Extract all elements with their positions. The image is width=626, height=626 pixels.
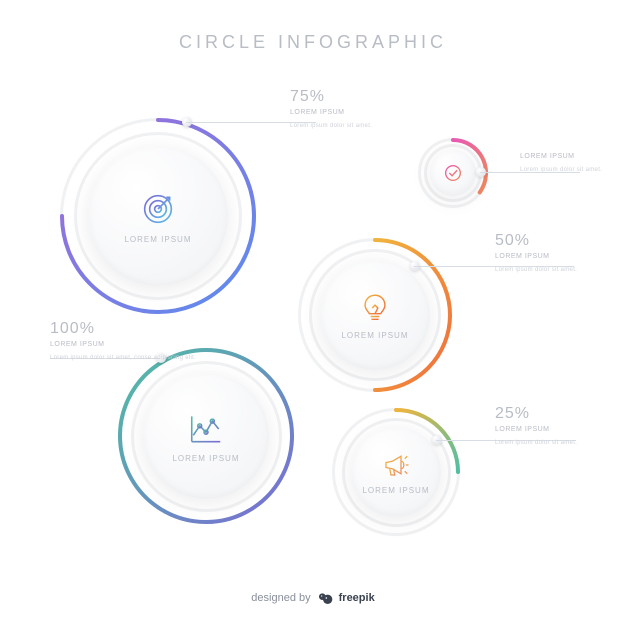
percent-value: 75% (290, 88, 372, 106)
circle-disc (430, 150, 476, 196)
percent-value: 100% (50, 320, 196, 338)
callout-desc: Lorem ipsum dolor sit amet. (495, 266, 577, 274)
callout-heading: LOREM IPSUM (495, 426, 577, 433)
circle-label: LOREM IPSUM (341, 331, 408, 340)
circle-bulb: LOREM IPSUM (298, 238, 452, 392)
circle-label: LOREM IPSUM (362, 486, 429, 495)
circle-disc: LOREM IPSUM (88, 146, 228, 286)
line-chart-icon (187, 410, 225, 448)
circle-chart: LOREM IPSUM (118, 348, 294, 524)
callout-heading: LOREM IPSUM (290, 109, 372, 116)
percent-value: 50% (495, 232, 577, 250)
page-title: CIRCLE INFOGRAPHIC (0, 32, 626, 53)
footer-text: designed by (251, 592, 310, 604)
callout-heading: LOREM IPSUM (50, 341, 196, 348)
callout-target: 75% LOREM IPSUM Lorem ipsum dolor sit amet… (290, 88, 372, 130)
callout-heading: LOREM IPSUM (520, 153, 602, 160)
circle-label: LOREM IPSUM (172, 454, 239, 463)
callout-desc: Lorem ipsum dolor sit amet, conse adipis… (50, 354, 196, 362)
circle-label: LOREM IPSUM (124, 235, 191, 244)
circle-disc: LOREM IPSUM (143, 373, 269, 499)
percent-value: 25% (495, 405, 577, 423)
callout-desc: Lorem ipsum dolor sit amet. (495, 439, 577, 447)
callout-desc: Lorem ipsum dolor sit amet. (520, 166, 602, 174)
freepik-logo-icon (317, 590, 333, 606)
callout-desc: Lorem ipsum dolor sit amet. (290, 122, 372, 130)
circle-target: LOREM IPSUM (60, 118, 256, 314)
check-badge-icon (442, 162, 464, 184)
circle-disc: LOREM IPSUM (320, 260, 430, 370)
callout-mega: 25% LOREM IPSUM Lorem ipsum dolor sit amet… (495, 405, 577, 447)
circle-disc: LOREM IPSUM (351, 427, 441, 517)
footer: designed by freepik (0, 590, 626, 606)
footer-brand: freepik (339, 592, 375, 604)
circle-mega: LOREM IPSUM (332, 408, 460, 536)
megaphone-icon (381, 450, 411, 480)
callout-chart: 100% LOREM IPSUM Lorem ipsum dolor sit ame… (50, 320, 196, 362)
callout-check: LOREM IPSUM Lorem ipsum dolor sit amet. (520, 150, 602, 174)
target-icon (138, 189, 178, 229)
callout-bulb: 50% LOREM IPSUM Lorem ipsum dolor sit amet… (495, 232, 577, 274)
lightbulb-icon (358, 291, 392, 325)
callout-heading: LOREM IPSUM (495, 253, 577, 260)
